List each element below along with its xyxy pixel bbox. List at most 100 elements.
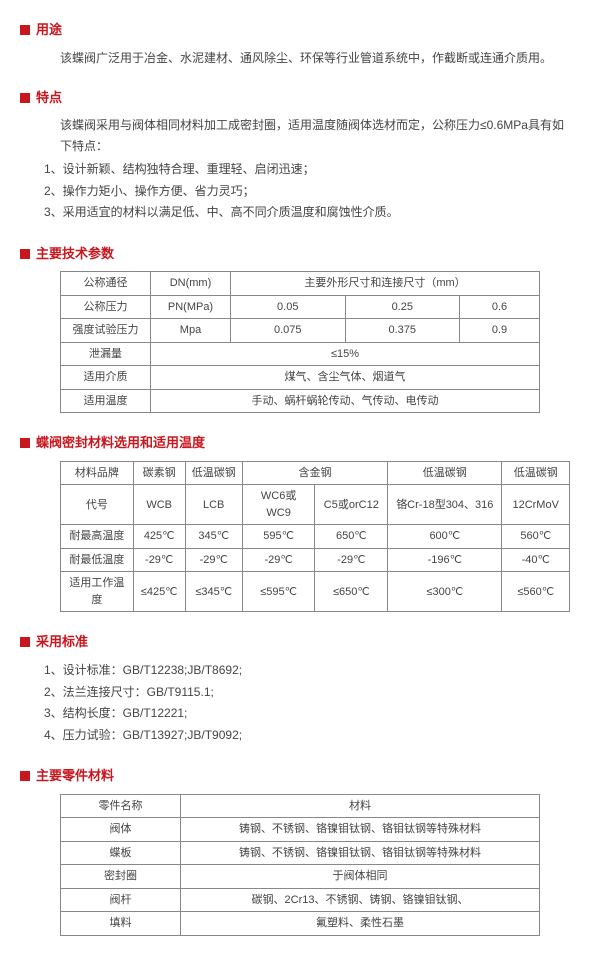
cell: 材料品牌: [61, 461, 134, 485]
section-standards: 采用标准 1、设计标准：GB/T12238;JB/T8692; 2、法兰连接尺寸…: [20, 632, 575, 746]
cell: 0.075: [231, 319, 346, 343]
table-row: 蝶板 铸钢、不锈钢、铬镍钼钛钢、铬钼钛钢等特殊材料: [61, 841, 540, 865]
table-row: 耐最低温度 -29℃ -29℃ -29℃ -29℃ -196℃ -40℃: [61, 548, 570, 572]
cell: 650℃: [315, 525, 388, 549]
section-header: 用途: [20, 20, 575, 40]
cell: 0.05: [231, 295, 346, 319]
section-title: 主要零件材料: [36, 766, 114, 786]
table-row: 适用介质 煤气、含尘气体、烟道气: [61, 366, 540, 390]
bullet-icon: [20, 249, 30, 259]
seal-materials-table: 材料品牌 碳素钢 低温碳钢 含金钢 低温碳钢 低温碳钢 代号 WCB LCB W…: [60, 461, 570, 613]
cell: 碳素钢: [133, 461, 185, 485]
section-title: 蝶阀密封材料选用和适用温度: [36, 433, 205, 453]
table-row: 适用温度 手动、蜗杆蜗轮传动、气传动、电传动: [61, 389, 540, 413]
usage-text: 该蝶阀广泛用于冶金、水泥建材、通风除尘、环保等行业管道系统中，作截断或连通介质用…: [60, 48, 575, 68]
cell: WCB: [133, 485, 185, 525]
cell: C5或orC12: [315, 485, 388, 525]
section-title: 特点: [36, 88, 62, 108]
cell: PN(MPa): [151, 295, 231, 319]
table-row: 适用工作温度 ≤425℃ ≤345℃ ≤595℃ ≤650℃ ≤300℃ ≤56…: [61, 572, 570, 612]
cell: 0.375: [345, 319, 460, 343]
cell: DN(mm): [151, 272, 231, 296]
cell: 煤气、含尘气体、烟道气: [151, 366, 540, 390]
cell: -29℃: [185, 548, 242, 572]
cell: 主要外形尺寸和连接尺寸（mm）: [231, 272, 540, 296]
cell: 低温碳钢: [388, 461, 502, 485]
cell: ≤560℃: [502, 572, 570, 612]
cell: 材料: [181, 794, 540, 818]
cell: 低温碳钢: [502, 461, 570, 485]
cell: 碳钢、2Cr13、不锈钢、铸钢、铬镍钼钛钢、: [181, 888, 540, 912]
cell: 公称通径: [61, 272, 151, 296]
cell: 适用介质: [61, 366, 151, 390]
standard-line-4: 4、压力试验：GB/T13927;JB/T9092;: [44, 725, 575, 747]
cell: -29℃: [133, 548, 185, 572]
bullet-icon: [20, 438, 30, 448]
cell: 560℃: [502, 525, 570, 549]
cell: 代号: [61, 485, 134, 525]
cell: 阀体: [61, 818, 181, 842]
cell: ≤650℃: [315, 572, 388, 612]
standard-line-3: 3、结构长度：GB/T12221;: [44, 703, 575, 725]
table-row: 材料品牌 碳素钢 低温碳钢 含金钢 低温碳钢 低温碳钢: [61, 461, 570, 485]
bullet-icon: [20, 25, 30, 35]
cell: 手动、蜗杆蜗轮传动、气传动、电传动: [151, 389, 540, 413]
table-row: 阀杆 碳钢、2Cr13、不锈钢、铸钢、铬镍钼钛钢、: [61, 888, 540, 912]
cell: 阀杆: [61, 888, 181, 912]
section-title: 用途: [36, 20, 62, 40]
standard-line-2: 2、法兰连接尺寸：GB/T9115.1;: [44, 682, 575, 704]
cell: 铸钢、不锈钢、铬镍钼钛钢、铬钼钛钢等特殊材料: [181, 818, 540, 842]
cell: ≤425℃: [133, 572, 185, 612]
table-row: 公称通径 DN(mm) 主要外形尺寸和连接尺寸（mm）: [61, 272, 540, 296]
table-row: 强度试验压力 Mpa 0.075 0.375 0.9: [61, 319, 540, 343]
table-row: 阀体 铸钢、不锈钢、铬镍钼钛钢、铬钼钛钢等特殊材料: [61, 818, 540, 842]
table-row: 填料 氟塑料、柔性石墨: [61, 912, 540, 936]
section-seal-materials: 蝶阀密封材料选用和适用温度 材料品牌 碳素钢 低温碳钢 含金钢 低温碳钢 低温碳…: [20, 433, 575, 612]
cell: 泄漏量: [61, 342, 151, 366]
tech-params-table: 公称通径 DN(mm) 主要外形尺寸和连接尺寸（mm） 公称压力 PN(MPa)…: [60, 271, 540, 413]
cell: -29℃: [315, 548, 388, 572]
table-row: 密封圈 于阀体相同: [61, 865, 540, 889]
section-parts: 主要零件材料 零件名称 材料 阀体 铸钢、不锈钢、铬镍钼钛钢、铬钼钛钢等特殊材料…: [20, 766, 575, 936]
table-row: 耐最高温度 425℃ 345℃ 595℃ 650℃ 600℃ 560℃: [61, 525, 570, 549]
bullet-icon: [20, 93, 30, 103]
cell: LCB: [185, 485, 242, 525]
section-header: 主要技术参数: [20, 244, 575, 264]
cell: 铸钢、不锈钢、铬镍钼钛钢、铬钼钛钢等特殊材料: [181, 841, 540, 865]
cell: 0.6: [460, 295, 540, 319]
cell: 600℃: [388, 525, 502, 549]
bullet-icon: [20, 637, 30, 647]
cell: WC6或WC9: [242, 485, 315, 525]
section-header: 采用标准: [20, 632, 575, 652]
cell: ≤345℃: [185, 572, 242, 612]
cell: 于阀体相同: [181, 865, 540, 889]
cell: 含金钢: [242, 461, 387, 485]
cell: Mpa: [151, 319, 231, 343]
table-row: 泄漏量 ≤15%: [61, 342, 540, 366]
cell: -40℃: [502, 548, 570, 572]
cell: 耐最高温度: [61, 525, 134, 549]
cell: 适用工作温度: [61, 572, 134, 612]
feature-line-1: 1、设计新颖、结构独特合理、重理轻、启闭迅速；: [44, 159, 575, 181]
features-intro: 该蝶阀采用与阀体相同材料加工成密封圈，适用温度随阀体选材而定，公称压力≤0.6M…: [60, 115, 575, 156]
cell: 耐最低温度: [61, 548, 134, 572]
cell: 425℃: [133, 525, 185, 549]
cell: 低温碳钢: [185, 461, 242, 485]
cell: 公称压力: [61, 295, 151, 319]
section-title: 主要技术参数: [36, 244, 114, 264]
cell: ≤300℃: [388, 572, 502, 612]
section-tech-params: 主要技术参数 公称通径 DN(mm) 主要外形尺寸和连接尺寸（mm） 公称压力 …: [20, 244, 575, 414]
cell: 密封圈: [61, 865, 181, 889]
cell: 345℃: [185, 525, 242, 549]
section-header: 特点: [20, 88, 575, 108]
cell: 适用温度: [61, 389, 151, 413]
bullet-icon: [20, 771, 30, 781]
section-header: 主要零件材料: [20, 766, 575, 786]
section-header: 蝶阀密封材料选用和适用温度: [20, 433, 575, 453]
cell: 填料: [61, 912, 181, 936]
table-row: 代号 WCB LCB WC6或WC9 C5或orC12 铬Cr-18型304、3…: [61, 485, 570, 525]
section-usage: 用途 该蝶阀广泛用于冶金、水泥建材、通风除尘、环保等行业管道系统中，作截断或连通…: [20, 20, 575, 68]
parts-table: 零件名称 材料 阀体 铸钢、不锈钢、铬镍钼钛钢、铬钼钛钢等特殊材料 蝶板 铸钢、…: [60, 794, 540, 936]
feature-line-2: 2、操作力矩小、操作方便、省力灵巧；: [44, 181, 575, 203]
cell: 12CrMoV: [502, 485, 570, 525]
